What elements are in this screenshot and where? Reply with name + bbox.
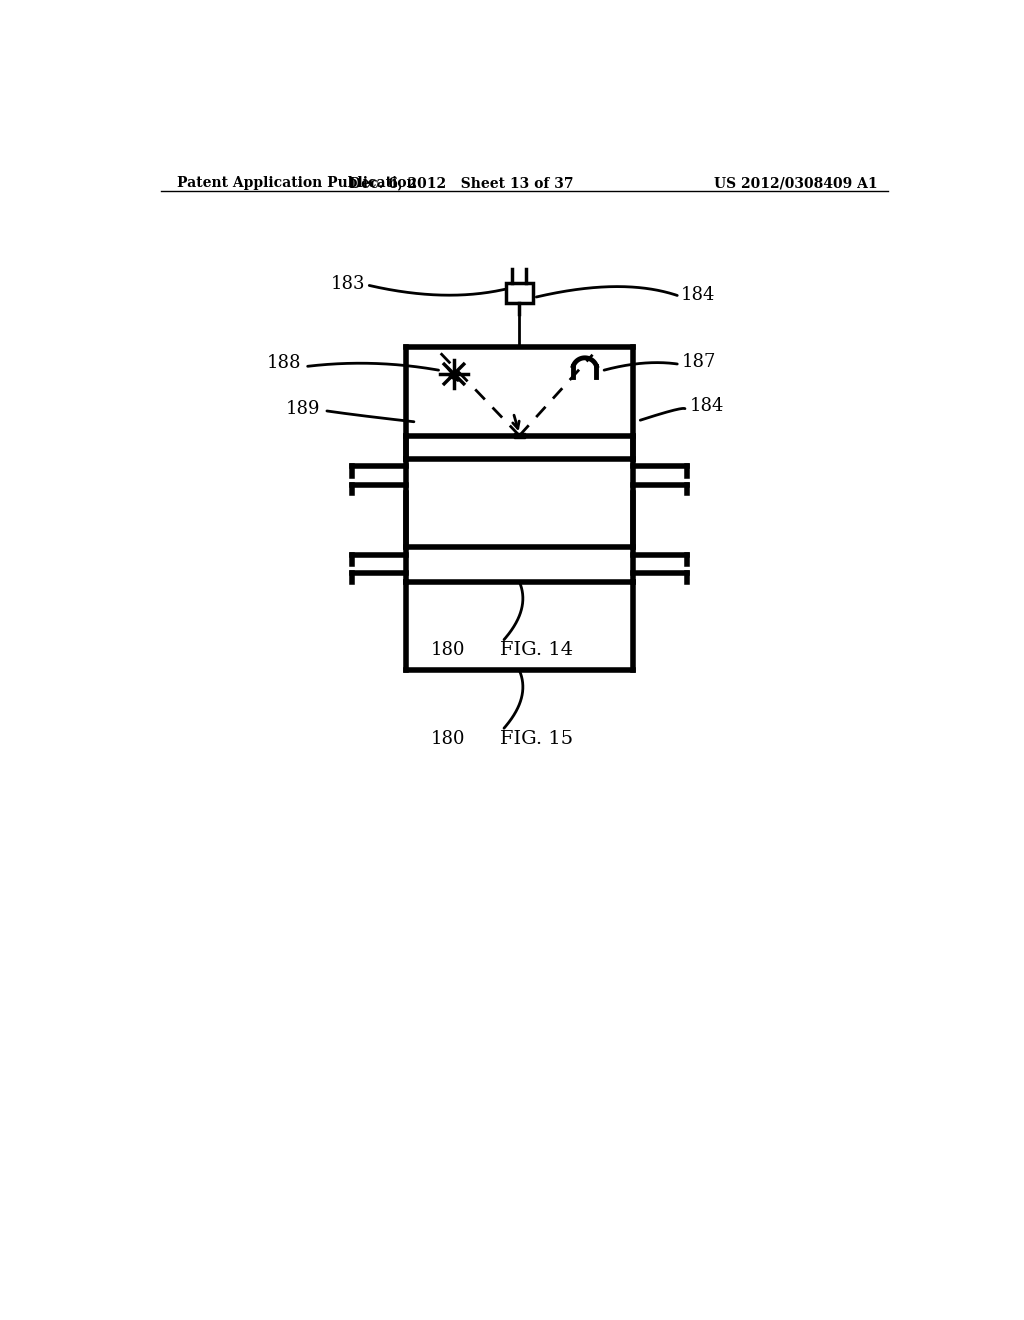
Text: 184: 184 [689, 397, 724, 416]
Text: 187: 187 [682, 354, 716, 371]
Text: 180: 180 [431, 730, 465, 747]
Text: Dec. 6, 2012   Sheet 13 of 37: Dec. 6, 2012 Sheet 13 of 37 [349, 176, 573, 190]
Text: 184: 184 [681, 285, 716, 304]
Text: FIG. 14: FIG. 14 [500, 642, 573, 659]
Text: 183: 183 [331, 275, 366, 293]
Bar [514, 433, 524, 438]
Text: FIG. 15: FIG. 15 [500, 730, 573, 747]
Text: 180: 180 [431, 642, 465, 659]
Text: Patent Application Publication: Patent Application Publication [177, 176, 417, 190]
Text: 189: 189 [287, 400, 321, 418]
Text: 188: 188 [267, 354, 301, 372]
Text: US 2012/0308409 A1: US 2012/0308409 A1 [714, 176, 878, 190]
